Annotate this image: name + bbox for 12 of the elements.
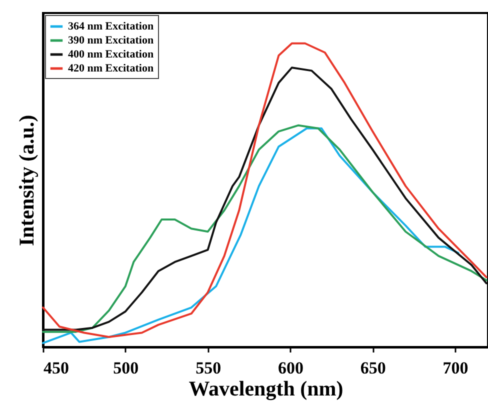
x-tick-label: 700 xyxy=(442,358,468,378)
x-tick-label: 650 xyxy=(360,358,386,378)
legend-label: 420 nm Excitation xyxy=(68,62,154,74)
legend-label: 400 nm Excitation xyxy=(68,48,154,60)
legend-label: 390 nm Excitation xyxy=(68,34,154,46)
x-tick-label: 500 xyxy=(113,358,139,378)
x-tick-label: 550 xyxy=(196,358,222,378)
x-tick-label: 600 xyxy=(278,358,304,378)
x-axis-title: Wavelength (nm) xyxy=(188,376,344,400)
x-tick-label: 450 xyxy=(44,358,69,378)
legend-label: 364 nm Excitation xyxy=(68,20,154,32)
y-axis-title: Intensity (a.u.) xyxy=(14,114,38,246)
